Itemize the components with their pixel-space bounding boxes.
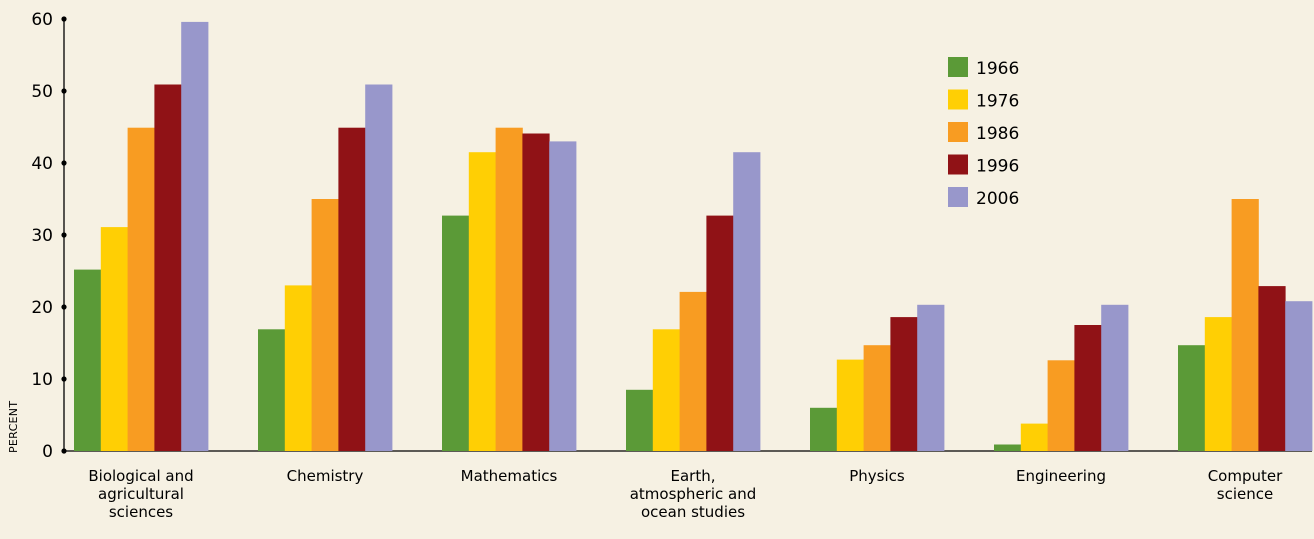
legend-swatch-2006 bbox=[948, 187, 968, 207]
y-tick-label: 50 bbox=[31, 82, 53, 102]
bar-2006 bbox=[181, 21, 209, 452]
bar-1996 bbox=[706, 215, 734, 451]
y-axis-label: PERCENT bbox=[7, 401, 20, 453]
legend-swatch-1966 bbox=[948, 57, 968, 77]
bar-1966 bbox=[810, 407, 838, 451]
bar-1966 bbox=[1178, 345, 1206, 451]
y-tick-mark bbox=[61, 16, 67, 22]
bar-1986 bbox=[311, 199, 339, 451]
y-tick-mark bbox=[61, 448, 67, 454]
bar-2006 bbox=[1285, 301, 1313, 451]
legend-swatch-1976 bbox=[948, 89, 968, 110]
legend-label-2006: 2006 bbox=[976, 189, 1019, 209]
bar-1976 bbox=[652, 329, 680, 451]
bar-1986 bbox=[1231, 199, 1259, 451]
bar-1996 bbox=[154, 84, 182, 451]
bar-1996 bbox=[522, 133, 550, 451]
bar-1976 bbox=[1204, 317, 1232, 451]
bars bbox=[74, 21, 1313, 452]
y-tick-mark bbox=[61, 88, 67, 94]
x-category-label: Computer science bbox=[1208, 467, 1283, 503]
x-category-label: Earth, atmospheric and ocean studies bbox=[630, 467, 757, 521]
bar-1976 bbox=[1020, 423, 1048, 451]
x-category-label: Biological and agricultural sciences bbox=[88, 467, 193, 521]
bar-1986 bbox=[1047, 360, 1075, 451]
x-category-label: Physics bbox=[849, 467, 905, 485]
x-category-label: Engineering bbox=[1016, 467, 1106, 485]
bar-1996 bbox=[1074, 325, 1102, 451]
bar-1986 bbox=[495, 127, 523, 451]
bar-1976 bbox=[284, 285, 312, 451]
bar-1976 bbox=[100, 227, 128, 451]
y-tick-label: 0 bbox=[42, 442, 53, 462]
legend: 1966 1976 1986 1996 2006 bbox=[948, 57, 1019, 209]
legend-label-1966: 1966 bbox=[976, 59, 1019, 79]
bar-1996 bbox=[1258, 286, 1286, 451]
bar-1966 bbox=[994, 444, 1022, 451]
legend-label-1976: 1976 bbox=[976, 92, 1019, 112]
bar-2006 bbox=[1101, 304, 1129, 451]
bar-1966 bbox=[442, 215, 470, 451]
y-tick-label: 30 bbox=[31, 226, 53, 246]
bar-1966 bbox=[258, 329, 286, 451]
y-tick-label: 20 bbox=[31, 298, 53, 318]
x-category-label: Mathematics bbox=[461, 467, 558, 485]
bar-2006 bbox=[917, 304, 945, 451]
y-tick-label: 10 bbox=[31, 370, 53, 390]
bar-1996 bbox=[890, 317, 918, 451]
legend-label-1996: 1996 bbox=[976, 157, 1019, 177]
legend-label-1986: 1986 bbox=[976, 124, 1019, 144]
y-tick-label: 40 bbox=[31, 154, 53, 174]
x-category-label: Chemistry bbox=[287, 467, 364, 485]
bar-1976 bbox=[468, 152, 496, 451]
bar-1966 bbox=[74, 269, 102, 451]
category-labels: Biological and agricultural sciences Chemis… bbox=[88, 467, 1283, 521]
y-tick-label: 60 bbox=[31, 10, 53, 30]
legend-swatch-1996 bbox=[948, 154, 968, 175]
bar-2006 bbox=[365, 84, 393, 451]
bar-1986 bbox=[127, 127, 155, 451]
bar-1996 bbox=[338, 127, 366, 451]
bar-1966 bbox=[626, 389, 654, 451]
legend-swatch-1986 bbox=[948, 122, 968, 142]
y-tick-mark bbox=[61, 232, 67, 238]
bar-2006 bbox=[733, 152, 761, 451]
bar-1986 bbox=[863, 345, 891, 451]
bar-1986 bbox=[679, 291, 707, 451]
bar-1976 bbox=[836, 359, 864, 451]
y-tick-mark bbox=[61, 304, 67, 310]
bar-2006 bbox=[549, 141, 577, 451]
y-tick-mark bbox=[61, 376, 67, 382]
y-tick-mark bbox=[61, 160, 67, 166]
